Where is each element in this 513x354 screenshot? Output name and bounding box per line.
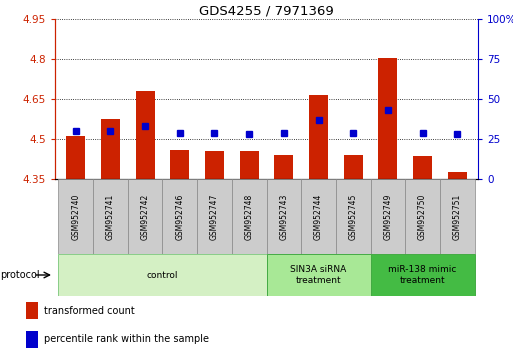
Bar: [58, 179, 93, 254]
Text: transformed count: transformed count: [44, 306, 134, 315]
Bar: [336, 179, 370, 254]
Bar: [344, 155, 363, 179]
Bar: [101, 119, 120, 179]
Bar: [274, 155, 293, 179]
Bar: [232, 179, 266, 254]
Text: GSM952742: GSM952742: [141, 193, 150, 240]
Text: GSM952740: GSM952740: [71, 193, 81, 240]
Bar: [405, 179, 440, 254]
Bar: [266, 254, 370, 296]
Text: GSM952750: GSM952750: [418, 193, 427, 240]
Text: GSM952744: GSM952744: [314, 193, 323, 240]
Text: GSM952748: GSM952748: [245, 193, 253, 240]
Text: SIN3A siRNA
treatment: SIN3A siRNA treatment: [290, 265, 347, 285]
Bar: [26, 331, 38, 348]
Bar: [370, 254, 475, 296]
Bar: [163, 179, 197, 254]
Text: GSM952743: GSM952743: [280, 193, 288, 240]
Text: miR-138 mimic
treatment: miR-138 mimic treatment: [388, 265, 457, 285]
Text: percentile rank within the sample: percentile rank within the sample: [44, 335, 209, 344]
Bar: [170, 150, 189, 179]
Bar: [309, 95, 328, 179]
Bar: [66, 136, 85, 179]
Text: GSM952746: GSM952746: [175, 193, 184, 240]
Text: GSM952745: GSM952745: [349, 193, 358, 240]
Bar: [266, 179, 301, 254]
Bar: [58, 254, 266, 296]
Text: GSM952751: GSM952751: [452, 193, 462, 240]
Bar: [448, 172, 467, 179]
Bar: [26, 302, 38, 319]
Bar: [93, 179, 128, 254]
Bar: [197, 179, 232, 254]
Bar: [240, 151, 259, 179]
Text: GSM952747: GSM952747: [210, 193, 219, 240]
Text: control: control: [147, 270, 178, 280]
Bar: [301, 179, 336, 254]
Bar: [205, 151, 224, 179]
Title: GDS4255 / 7971369: GDS4255 / 7971369: [199, 5, 334, 18]
Bar: [128, 179, 163, 254]
Bar: [413, 156, 432, 179]
Text: GSM952741: GSM952741: [106, 193, 115, 240]
Text: protocol: protocol: [0, 270, 40, 280]
Bar: [135, 91, 155, 179]
Bar: [370, 179, 405, 254]
Bar: [378, 58, 398, 179]
Bar: [440, 179, 475, 254]
Text: GSM952749: GSM952749: [383, 193, 392, 240]
